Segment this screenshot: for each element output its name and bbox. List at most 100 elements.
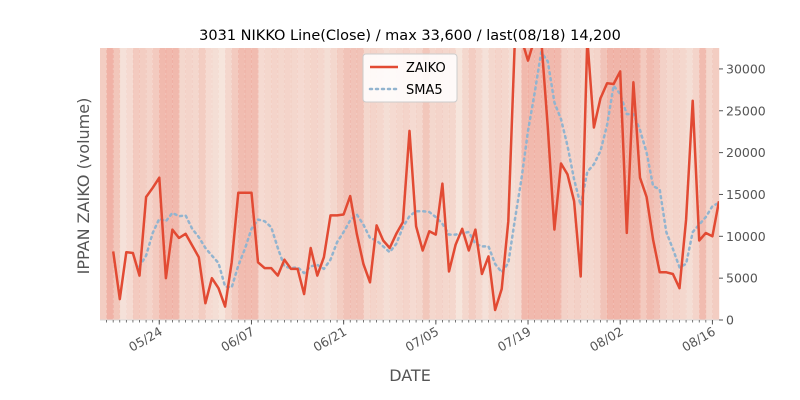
band bbox=[363, 48, 371, 320]
x-tick-label: 07/19 bbox=[495, 324, 534, 355]
band bbox=[607, 48, 614, 320]
band bbox=[330, 48, 338, 320]
band bbox=[712, 48, 720, 320]
band bbox=[231, 48, 239, 320]
band bbox=[666, 48, 674, 320]
y-tick-label: 25000 bbox=[726, 103, 766, 118]
band bbox=[185, 48, 193, 320]
band bbox=[132, 48, 140, 320]
x-tick-label: 08/02 bbox=[587, 324, 626, 355]
band bbox=[179, 48, 186, 320]
x-tick-label: 08/16 bbox=[679, 324, 718, 355]
band bbox=[653, 48, 661, 320]
band bbox=[225, 48, 233, 320]
band bbox=[574, 48, 582, 320]
band bbox=[659, 48, 667, 320]
band bbox=[481, 48, 489, 320]
band bbox=[528, 48, 535, 320]
band bbox=[626, 48, 634, 320]
band bbox=[699, 48, 707, 320]
band bbox=[455, 48, 463, 320]
series-layer bbox=[111, 48, 719, 312]
band bbox=[705, 48, 713, 320]
band bbox=[192, 48, 200, 320]
band bbox=[686, 48, 693, 320]
band bbox=[646, 48, 654, 320]
y-tick-label: 15000 bbox=[726, 187, 766, 202]
x-tick-label: 06/07 bbox=[218, 324, 257, 355]
band bbox=[488, 48, 496, 320]
band bbox=[679, 48, 687, 320]
band bbox=[297, 48, 305, 320]
band bbox=[593, 48, 601, 320]
band bbox=[198, 48, 206, 320]
band bbox=[146, 48, 153, 320]
band bbox=[442, 48, 450, 320]
band bbox=[389, 48, 397, 320]
band bbox=[449, 48, 456, 320]
y-tick-label: 10000 bbox=[726, 229, 766, 244]
band bbox=[633, 48, 641, 320]
band bbox=[422, 48, 430, 320]
band bbox=[514, 48, 522, 320]
band bbox=[508, 48, 516, 320]
band bbox=[165, 48, 173, 320]
band bbox=[277, 48, 285, 320]
band bbox=[119, 48, 127, 320]
band bbox=[350, 48, 358, 320]
y-tick-label: 5000 bbox=[726, 271, 758, 286]
band bbox=[211, 48, 219, 320]
band bbox=[304, 48, 312, 320]
band bbox=[205, 48, 213, 320]
band bbox=[541, 48, 549, 320]
band bbox=[501, 48, 509, 320]
band bbox=[416, 48, 423, 320]
x-tick-label: 07/05 bbox=[403, 324, 442, 355]
y-axis: 0 5000 10000 15000 20000 25000 30000 bbox=[719, 61, 766, 328]
sma5-line bbox=[138, 50, 719, 289]
band bbox=[343, 48, 351, 320]
y-tick-label: 20000 bbox=[726, 145, 766, 160]
band bbox=[462, 48, 470, 320]
x-axis: 05/24 06/07 06/21 07/05 07/19 08/02 08/16 bbox=[106, 320, 718, 355]
band bbox=[238, 48, 246, 320]
band bbox=[310, 48, 318, 320]
band bbox=[264, 48, 272, 320]
band bbox=[356, 48, 364, 320]
band bbox=[337, 48, 344, 320]
x-axis-label: DATE bbox=[389, 366, 431, 385]
band bbox=[100, 48, 107, 320]
band bbox=[534, 48, 542, 320]
band bbox=[521, 48, 529, 320]
zaiko-line bbox=[111, 48, 719, 312]
band bbox=[323, 48, 331, 320]
band bbox=[139, 48, 147, 320]
band bbox=[290, 48, 298, 320]
band bbox=[672, 48, 680, 320]
band bbox=[376, 48, 384, 320]
band bbox=[284, 48, 292, 320]
band bbox=[113, 48, 121, 320]
y-tick-label: 0 bbox=[726, 313, 734, 328]
band bbox=[495, 48, 502, 320]
band bbox=[560, 48, 568, 320]
band bbox=[251, 48, 259, 320]
legend-label-sma5: SMA5 bbox=[406, 83, 443, 98]
band bbox=[600, 48, 608, 320]
y-axis-label: IPPAN ZAIKO (volume) bbox=[74, 98, 93, 275]
band bbox=[106, 48, 114, 320]
y-tick-label: 30000 bbox=[726, 61, 766, 76]
band bbox=[468, 48, 476, 320]
band bbox=[369, 48, 377, 320]
band bbox=[218, 48, 226, 320]
legend: ZAIKO SMA5 bbox=[362, 53, 458, 103]
band bbox=[383, 48, 391, 320]
band bbox=[258, 48, 265, 320]
band bbox=[475, 48, 483, 320]
band bbox=[172, 48, 180, 320]
band bbox=[159, 48, 167, 320]
chart-title: 3031 NIKKO Line(Close) / max 33,600 / la… bbox=[199, 28, 621, 44]
band bbox=[396, 48, 404, 320]
